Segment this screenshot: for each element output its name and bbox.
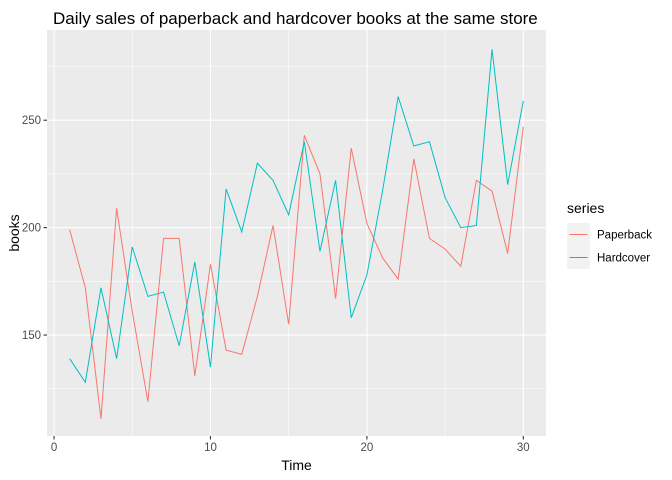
series-lines	[69, 49, 524, 419]
x-tick-label: 30	[517, 442, 530, 454]
legend-label-paperback: Paperback	[597, 230, 652, 242]
y-axis: 150 200 250	[22, 115, 47, 342]
minor-gridlines	[47, 30, 546, 436]
y-tick-label: 200	[22, 223, 41, 235]
y-axis-title: books	[6, 214, 22, 251]
y-tick-label: 250	[22, 115, 41, 127]
series-line-hardcover	[69, 49, 524, 384]
x-tick-label: 20	[360, 442, 373, 454]
chart-title: Daily sales of paperback and hardcover b…	[53, 9, 538, 28]
series-line-paperback	[69, 126, 524, 419]
y-tick-label: 150	[22, 330, 41, 342]
x-tick-label: 0	[51, 442, 57, 454]
x-axis: 0 10 20 30	[51, 436, 530, 454]
x-axis-title: Time	[281, 457, 312, 473]
x-tick-label: 10	[204, 442, 217, 454]
legend-title: series	[567, 200, 604, 216]
legend: series Paperback Hardcover	[567, 200, 652, 269]
legend-label-hardcover: Hardcover	[597, 253, 650, 265]
major-gridlines	[47, 30, 546, 436]
